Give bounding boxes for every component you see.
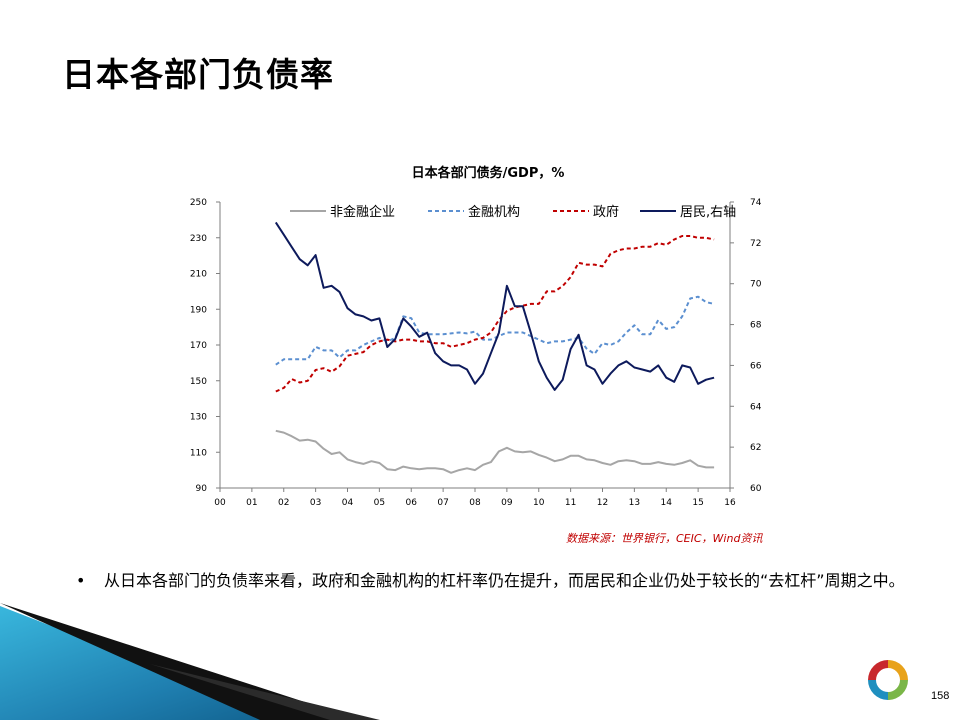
legend-label: 非金融企业 (330, 204, 395, 220)
y-right-tick-label: 68 (750, 321, 762, 331)
x-tick-label: 03 (310, 498, 321, 508)
x-tick-label: 13 (629, 498, 640, 508)
x-tick-label: 15 (692, 498, 703, 508)
y-left-tick-label: 150 (190, 377, 207, 387)
series-line-2 (275, 295, 715, 366)
y-right-tick-label: 66 (750, 361, 762, 371)
x-tick-label: 00 (214, 498, 226, 508)
bullet-text: 从日本各部门的负债率来看，政府和金融机构的杠杆率仍在提升，而居民和企业仍处于较长… (104, 571, 905, 590)
legend-label: 政府 (593, 205, 619, 220)
x-tick-label: 08 (469, 498, 481, 508)
company-logo (868, 660, 908, 700)
bullet-dot: • (76, 571, 86, 590)
x-tick-label: 04 (342, 498, 354, 508)
x-tick-label: 05 (374, 498, 385, 508)
legend-label: 居民,右轴 (680, 205, 736, 220)
x-tick-label: 07 (437, 498, 448, 508)
page-number: 158 (931, 690, 950, 702)
x-tick-label: 14 (661, 498, 673, 508)
y-right-tick-label: 70 (750, 280, 762, 290)
y-left-tick-label: 110 (190, 448, 207, 458)
y-left-tick-label: 170 (190, 341, 207, 351)
chart-legend: 非金融企业 金融机构 政府 居民,右轴 (290, 204, 736, 220)
x-tick-label: 16 (724, 498, 736, 508)
x-tick-label: 11 (565, 498, 576, 508)
y-left-tick-label: 250 (190, 198, 207, 208)
data-source-note: 数据来源：世界银行，CEIC，Wind资讯 (566, 532, 763, 545)
y-right-tick-label: 64 (750, 402, 762, 412)
x-tick-label: 10 (533, 498, 545, 508)
y-right-tick-label: 60 (750, 484, 762, 494)
chart-series (274, 221, 715, 474)
legend-label: 金融机构 (468, 204, 520, 220)
chart-axes: 90 110 130 150 170 190 210 230 250 60 62 64 66 68 70 72… (190, 198, 762, 508)
x-tick-label: 09 (501, 498, 513, 508)
slide-title: 日本各部门负债率 (62, 55, 334, 94)
y-left-tick-label: 210 (190, 270, 207, 280)
x-tick-label: 02 (278, 498, 289, 508)
x-tick-label: 06 (406, 498, 418, 508)
y-left-tick-label: 90 (196, 484, 208, 494)
y-left-tick-label: 230 (190, 234, 207, 244)
y-left-tick-label: 130 (190, 413, 207, 423)
series-line-1 (275, 429, 715, 474)
y-right-tick-label: 72 (750, 239, 761, 249)
y-right-tick-label: 74 (750, 198, 762, 208)
x-tick-label: 12 (597, 498, 608, 508)
series-line-4 (274, 221, 715, 391)
y-left-tick-label: 190 (190, 305, 207, 315)
x-tick-label: 01 (246, 498, 257, 508)
series-line-3 (275, 235, 715, 393)
chart-title: 日本各部门债务/GDP，% (412, 165, 565, 181)
bullet-item: • 从日本各部门的负债率来看，政府和金融机构的杠杆率仍在提升，而居民和企业仍处于… (76, 570, 906, 592)
y-right-tick-label: 62 (750, 443, 761, 453)
